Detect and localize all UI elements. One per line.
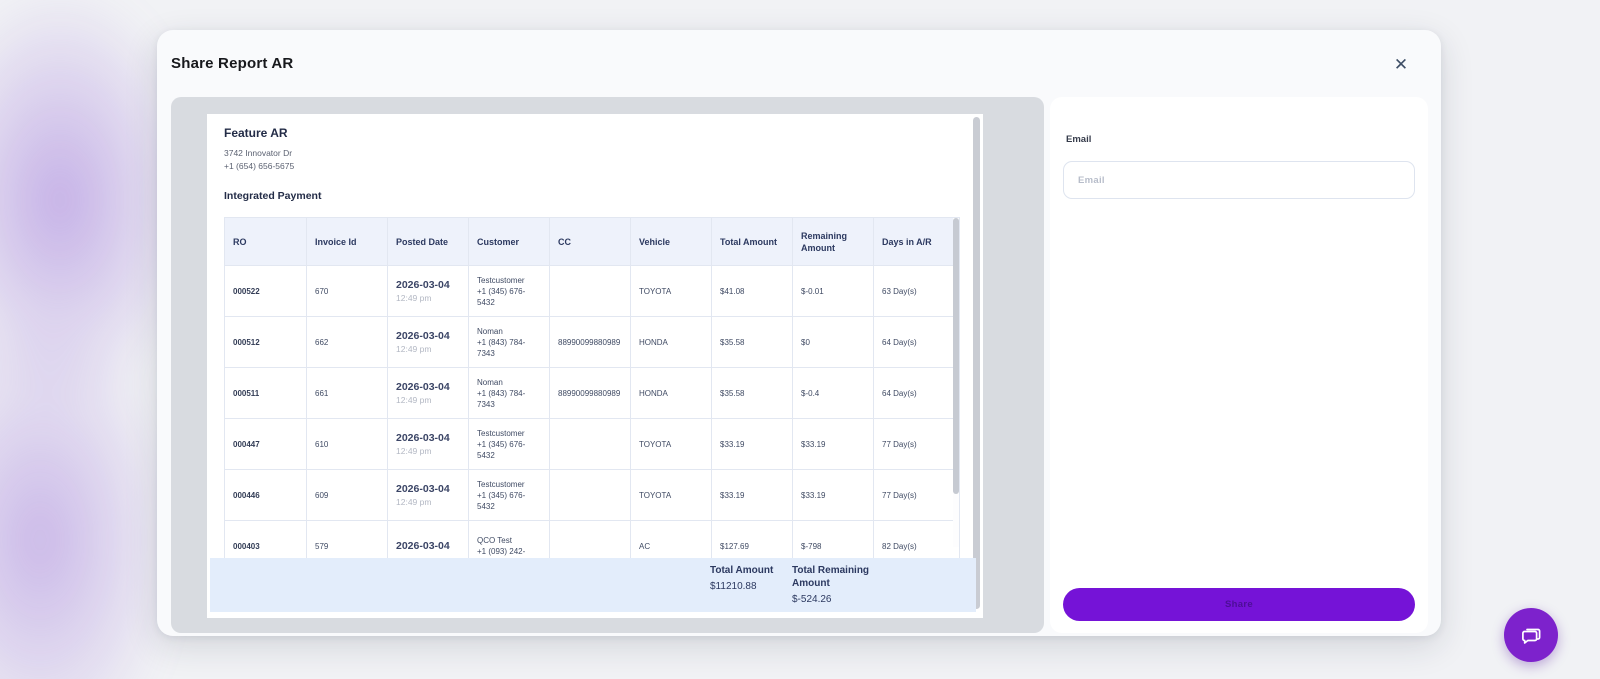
col-customer: Customer xyxy=(468,218,549,265)
total-remaining-block: Total Remaining Amount $-524.26 xyxy=(792,564,876,606)
email-input[interactable] xyxy=(1063,161,1415,199)
close-icon[interactable]: ✕ xyxy=(1393,55,1409,74)
cell-total-amount: $41.08 xyxy=(711,265,792,316)
cell-posted-date: 2026-03-04 12:49 pm xyxy=(387,418,468,469)
email-label: Email xyxy=(1066,134,1092,145)
cell-vehicle: HONDA xyxy=(630,367,711,418)
share-panel: Email Share xyxy=(1050,97,1428,633)
cell-posted-date: 2026-03-04 12:49 pm xyxy=(387,316,468,367)
report-preview-panel: Feature AR 3742 Innovator Dr +1 (654) 65… xyxy=(171,97,1044,633)
cell-customer: Testcustomer +1 (345) 676-5432 xyxy=(468,418,549,469)
col-remaining-amount: Remaining Amount xyxy=(792,218,873,265)
table-row: 000511 661 2026-03-04 12:49 pm Noman +1 (8… xyxy=(225,367,954,418)
table-row: 000447 610 2026-03-04 12:49 pm Testcustom… xyxy=(225,418,954,469)
report-document: Feature AR 3742 Innovator Dr +1 (654) 65… xyxy=(207,114,983,618)
cell-posted-date: 2026-03-04 xyxy=(387,520,468,571)
cell-invoice-id: 609 xyxy=(306,469,387,520)
cell-invoice-id: 670 xyxy=(306,265,387,316)
cell-vehicle: TOYOTA xyxy=(630,418,711,469)
cell-vehicle: TOYOTA xyxy=(630,265,711,316)
cell-customer: Noman +1 (843) 784-7343 xyxy=(468,316,549,367)
cell-customer: Noman +1 (843) 784-7343 xyxy=(468,367,549,418)
cell-remaining-amount: $-0.01 xyxy=(792,265,873,316)
col-days-in-ar: Days in A/R xyxy=(873,218,954,265)
cell-days-in-ar: 77 Day(s) xyxy=(873,469,954,520)
total-amount-block: Total Amount $11210.88 xyxy=(710,564,790,593)
table-row: 000512 662 2026-03-04 12:49 pm Noman +1 (8… xyxy=(225,316,954,367)
cell-days-in-ar: 82 Day(s) xyxy=(873,520,954,571)
cell-cc xyxy=(549,520,630,571)
cell-days-in-ar: 64 Day(s) xyxy=(873,367,954,418)
cell-remaining-amount: $-0.4 xyxy=(792,367,873,418)
report-section-title: Integrated Payment xyxy=(224,190,322,202)
cell-remaining-amount: $0 xyxy=(792,316,873,367)
modal-title: Share Report AR xyxy=(171,55,294,72)
cell-ro: 000511 xyxy=(225,367,306,418)
table-row: 000522 670 2026-03-04 12:49 pm Testcustom… xyxy=(225,265,954,316)
chat-widget-button[interactable] xyxy=(1504,608,1558,662)
total-amount-label: Total Amount xyxy=(710,565,774,576)
total-amount-value: $11210.88 xyxy=(710,581,757,592)
cell-days-in-ar: 63 Day(s) xyxy=(873,265,954,316)
shop-address: 3742 Innovator Dr +1 (654) 656-5675 xyxy=(224,147,966,173)
chat-bubbles-icon xyxy=(1518,622,1544,648)
shop-name: Feature AR xyxy=(224,126,288,140)
cell-ro: 000446 xyxy=(225,469,306,520)
totals-row: Total Amount $11210.88 Total Remaining A… xyxy=(210,558,976,612)
col-ro: RO xyxy=(233,236,247,247)
share-button[interactable]: Share xyxy=(1063,588,1415,621)
cell-total-amount: $35.58 xyxy=(711,367,792,418)
cell-remaining-amount: $33.19 xyxy=(792,418,873,469)
cell-total-amount: $35.58 xyxy=(711,316,792,367)
cell-posted-date: 2026-03-04 12:49 pm xyxy=(387,469,468,520)
cell-customer: Testcustomer +1 (345) 676-5432 xyxy=(468,469,549,520)
cell-invoice-id: 662 xyxy=(306,316,387,367)
cell-cc: 88990099880989 xyxy=(549,367,630,418)
cell-ro: 000522 xyxy=(225,265,306,316)
cell-customer: Testcustomer +1 (345) 676-5432 xyxy=(468,265,549,316)
cell-vehicle: AC xyxy=(630,520,711,571)
cell-days-in-ar: 64 Day(s) xyxy=(873,316,954,367)
phone-line: +1 (654) 656-5675 xyxy=(224,161,295,171)
cell-remaining-amount: $33.19 xyxy=(792,469,873,520)
cell-remaining-amount: $-798 xyxy=(792,520,873,571)
table-header-row: RO Invoice Id Posted Date Customer CC Ve… xyxy=(225,218,954,265)
table-scrollbar-thumb[interactable] xyxy=(953,218,959,494)
cell-vehicle: TOYOTA xyxy=(630,469,711,520)
total-remaining-label: Total Remaining Amount xyxy=(792,565,870,589)
cell-invoice-id: 610 xyxy=(306,418,387,469)
cell-cc xyxy=(549,469,630,520)
cell-total-amount: $33.19 xyxy=(711,469,792,520)
col-vehicle: Vehicle xyxy=(630,218,711,265)
address-line: 3742 Innovator Dr xyxy=(224,148,293,158)
cell-customer: QCO Test +1 (093) 242- xyxy=(468,520,549,571)
col-posted-date: Posted Date xyxy=(387,218,468,265)
cell-days-in-ar: 77 Day(s) xyxy=(873,418,954,469)
total-remaining-value: $-524.26 xyxy=(792,594,832,605)
table-row: 000446 609 2026-03-04 12:49 pm Testcustom… xyxy=(225,469,954,520)
cell-cc xyxy=(549,265,630,316)
cell-cc xyxy=(549,418,630,469)
cell-vehicle: HONDA xyxy=(630,316,711,367)
cell-total-amount: $127.69 xyxy=(711,520,792,571)
cell-invoice-id: 579 xyxy=(306,520,387,571)
cell-posted-date: 2026-03-04 12:49 pm xyxy=(387,367,468,418)
cell-ro: 000447 xyxy=(225,418,306,469)
cell-cc: 88990099880989 xyxy=(549,316,630,367)
col-cc: CC xyxy=(549,218,630,265)
document-vertical-scrollbar[interactable] xyxy=(973,117,980,609)
cell-invoice-id: 661 xyxy=(306,367,387,418)
cell-total-amount: $33.19 xyxy=(711,418,792,469)
cell-ro: 000403 xyxy=(225,520,306,571)
col-invoice-id: Invoice Id xyxy=(306,218,387,265)
share-report-modal: Share Report AR ✕ Feature AR 3742 Innova… xyxy=(157,30,1441,636)
cell-ro: 000512 xyxy=(225,316,306,367)
col-total-amount: Total Amount xyxy=(711,218,792,265)
table-vertical-scrollbar[interactable] xyxy=(953,218,959,547)
report-table: RO Invoice Id Posted Date Customer CC Ve… xyxy=(224,217,960,600)
cell-posted-date: 2026-03-04 12:49 pm xyxy=(387,265,468,316)
